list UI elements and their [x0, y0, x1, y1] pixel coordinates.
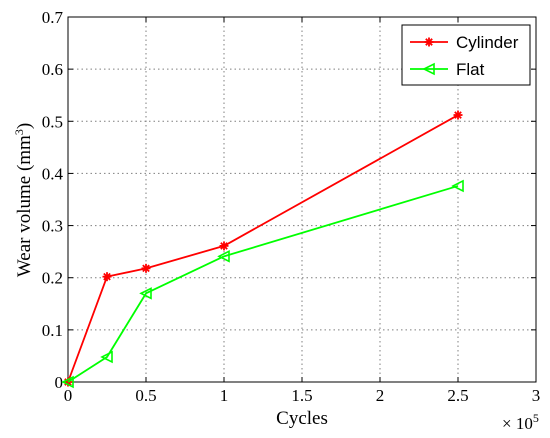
- y-tick-label: 0: [55, 373, 64, 392]
- legend-entries: Cylinder Flat: [410, 33, 519, 79]
- star-marker: [219, 241, 229, 251]
- y-axis-label-main: Wear volume (mm: [14, 135, 35, 277]
- series-cylinder: [63, 110, 463, 387]
- legend-entry-cylinder: Cylinder: [410, 33, 519, 52]
- series-flat: [61, 179, 464, 389]
- legend-box: [401, 24, 531, 86]
- legend-label: Cylinder: [456, 33, 519, 52]
- x-axis-label: Cycles: [276, 408, 328, 429]
- y-tick-label: 0.5: [42, 112, 63, 131]
- y-axis-label: Wear volume (mm3): [12, 123, 35, 277]
- y-tick-label: 0.4: [42, 164, 64, 183]
- x-tick-label: 2.5: [447, 386, 468, 405]
- star-marker: [424, 37, 434, 47]
- series-layer: [61, 110, 464, 389]
- x-tick-label: 0: [64, 386, 73, 405]
- star-marker: [141, 263, 151, 273]
- x-tick-label: 1.5: [291, 386, 312, 405]
- star-marker: [453, 110, 463, 120]
- y-tick-label: 0.3: [42, 217, 63, 236]
- triangle-left-marker: [217, 250, 230, 263]
- legend-label: Flat: [456, 60, 485, 79]
- legend-entry-flat: Flat: [410, 60, 485, 79]
- grid-layer: [68, 17, 536, 382]
- star-marker: [102, 272, 112, 282]
- x-tick-label: 0.5: [135, 386, 156, 405]
- x-axis-multiplier: × 105: [502, 411, 539, 433]
- series-line: [67, 185, 459, 383]
- tick-layer: 0 0.5 1 1.5 2 2.5 3 0 0.1 0.2 0.3 0.4 0.5 0.6 0.7: [42, 8, 541, 405]
- series-line: [67, 114, 459, 383]
- x-axis-multiplier-power: 5: [533, 411, 539, 425]
- y-tick-label: 0.7: [42, 8, 64, 27]
- y-axis-label-superscript: 3: [12, 129, 26, 135]
- triangle-left-marker: [100, 350, 113, 364]
- y-tick-label: 0.1: [42, 321, 63, 340]
- triangle-left-marker: [451, 179, 464, 193]
- x-tick-label: 3: [532, 386, 541, 405]
- x-tick-label: 2: [376, 386, 385, 405]
- triangle-left-marker: [61, 375, 74, 389]
- triangle-left-marker: [139, 287, 152, 300]
- legend: Cylinder Flat: [401, 24, 531, 86]
- x-axis-multiplier-base: × 10: [502, 414, 533, 433]
- triangle-left-marker: [422, 62, 435, 76]
- y-tick-label: 0.2: [42, 269, 63, 288]
- y-tick-label: 0.6: [42, 60, 63, 79]
- y-axis-label-suffix: ): [14, 123, 35, 129]
- x-tick-label: 1: [220, 386, 229, 405]
